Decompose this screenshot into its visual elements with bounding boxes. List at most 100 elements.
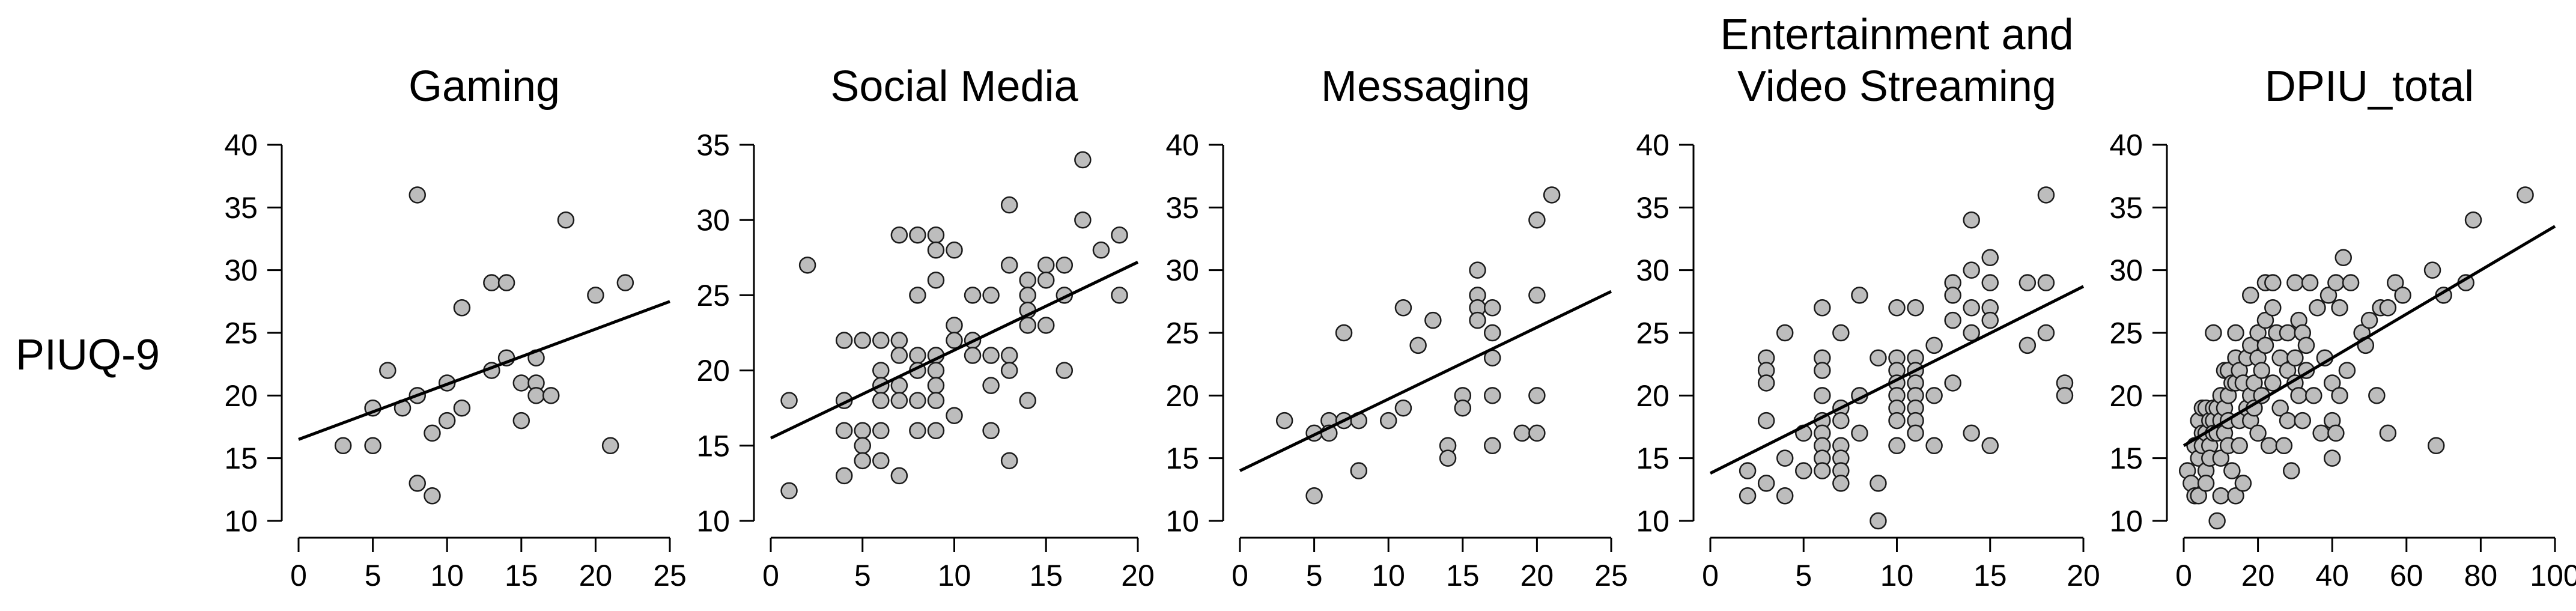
y-tick-label: 10 [2109, 505, 2143, 538]
data-point [1037, 257, 1055, 274]
y-tick-label: 25 [1165, 317, 1199, 350]
data-point [1776, 324, 1794, 342]
data-point [2241, 287, 2259, 304]
data-point [1528, 387, 1546, 404]
data-point [1757, 412, 1775, 430]
data-point [854, 452, 871, 470]
data-point [601, 437, 619, 455]
x-tick-label: 5 [365, 559, 381, 592]
data-point [1944, 374, 1961, 392]
data-point [1019, 317, 1036, 334]
data-point [2305, 387, 2322, 404]
data-point [1000, 347, 1018, 364]
data-point [1832, 412, 1850, 430]
data-point [453, 299, 471, 317]
data-point [2427, 437, 2445, 455]
data-point [872, 422, 890, 440]
data-point [2464, 211, 2482, 229]
y-tick-label: 40 [1165, 129, 1199, 162]
data-point [1907, 424, 1924, 442]
data-point [1528, 424, 1546, 442]
y-tick-label: 35 [1636, 191, 1669, 225]
data-point [2323, 374, 2341, 392]
data-point [982, 347, 1000, 364]
data-point [527, 387, 545, 404]
data-point [512, 374, 530, 392]
data-point [2212, 449, 2230, 467]
data-point [927, 226, 945, 244]
data-point [909, 392, 926, 409]
row-label-piuq9: PIUQ-9 [16, 331, 160, 379]
data-point [798, 257, 816, 274]
x-tick-label: 25 [653, 559, 687, 592]
data-point [1870, 349, 1887, 366]
data-point [1528, 211, 1546, 229]
x-tick-label: 60 [2390, 559, 2423, 592]
data-point [1814, 387, 1831, 404]
data-point [2249, 324, 2267, 342]
data-point [1483, 437, 1501, 455]
data-point [364, 437, 381, 455]
data-point [587, 287, 604, 304]
data-point [2264, 299, 2282, 317]
data-point [1424, 311, 1442, 329]
panel-title: Messaging [1321, 62, 1530, 111]
data-point [2297, 336, 2315, 354]
x-tick-label: 0 [762, 559, 779, 592]
y-tick-label: 30 [1165, 254, 1199, 287]
data-point [1757, 374, 1775, 392]
data-point [542, 387, 560, 404]
x-tick-label: 0 [290, 559, 307, 592]
x-tick-label: 20 [2241, 559, 2275, 592]
data-point [424, 424, 441, 442]
panel-title-line: Video Streaming [1737, 62, 2056, 111]
data-point [946, 317, 963, 334]
data-point [1111, 226, 1128, 244]
data-point [2190, 487, 2207, 505]
data-point [438, 412, 456, 430]
y-tick-label: 40 [224, 129, 258, 162]
data-point [2234, 475, 2252, 492]
data-point [512, 412, 530, 430]
y-tick-label: 30 [224, 254, 258, 287]
data-point [1000, 196, 1018, 214]
data-point [2368, 387, 2386, 404]
data-point [2312, 424, 2330, 442]
x-tick-label: 15 [1446, 559, 1480, 592]
y-tick-label: 20 [2109, 379, 2143, 413]
x-tick-label: 15 [1973, 559, 2007, 592]
x-tick-label: 15 [1029, 559, 1063, 592]
panel-5: DPIU_total 10 15 20 25 30 35 40 0 20 40 60 80 100 [2109, 62, 2576, 592]
data-point [2223, 462, 2241, 479]
data-point [2264, 274, 2282, 291]
data-point [1513, 424, 1531, 442]
y-tick-label: 20 [1165, 379, 1199, 413]
data-point [2227, 324, 2244, 342]
x-tick-label: 20 [1121, 559, 1155, 592]
data-point [2279, 324, 2297, 342]
data-point [854, 437, 871, 455]
data-point [1963, 261, 1980, 279]
data-point [483, 274, 500, 291]
data-point [334, 437, 352, 455]
data-point [1469, 311, 1486, 329]
data-point [1739, 462, 1757, 479]
data-point [890, 392, 908, 409]
regression-line [2183, 225, 2556, 447]
data-point [2279, 362, 2297, 379]
data-point [2260, 437, 2278, 455]
x-tick-label: 0 [2175, 559, 2192, 592]
y-tick-label: 40 [1636, 129, 1669, 162]
data-point [872, 362, 890, 379]
y-tick-label: 30 [2109, 254, 2143, 287]
y-tick-label: 15 [1636, 442, 1669, 475]
data-point [1981, 311, 1999, 329]
data-point [1814, 362, 1831, 379]
data-point [2275, 437, 2293, 455]
x-tick-label: 20 [579, 559, 613, 592]
data-point [1870, 475, 1887, 492]
data-point [927, 377, 945, 394]
data-point [1963, 299, 1980, 317]
data-point [2331, 299, 2348, 317]
